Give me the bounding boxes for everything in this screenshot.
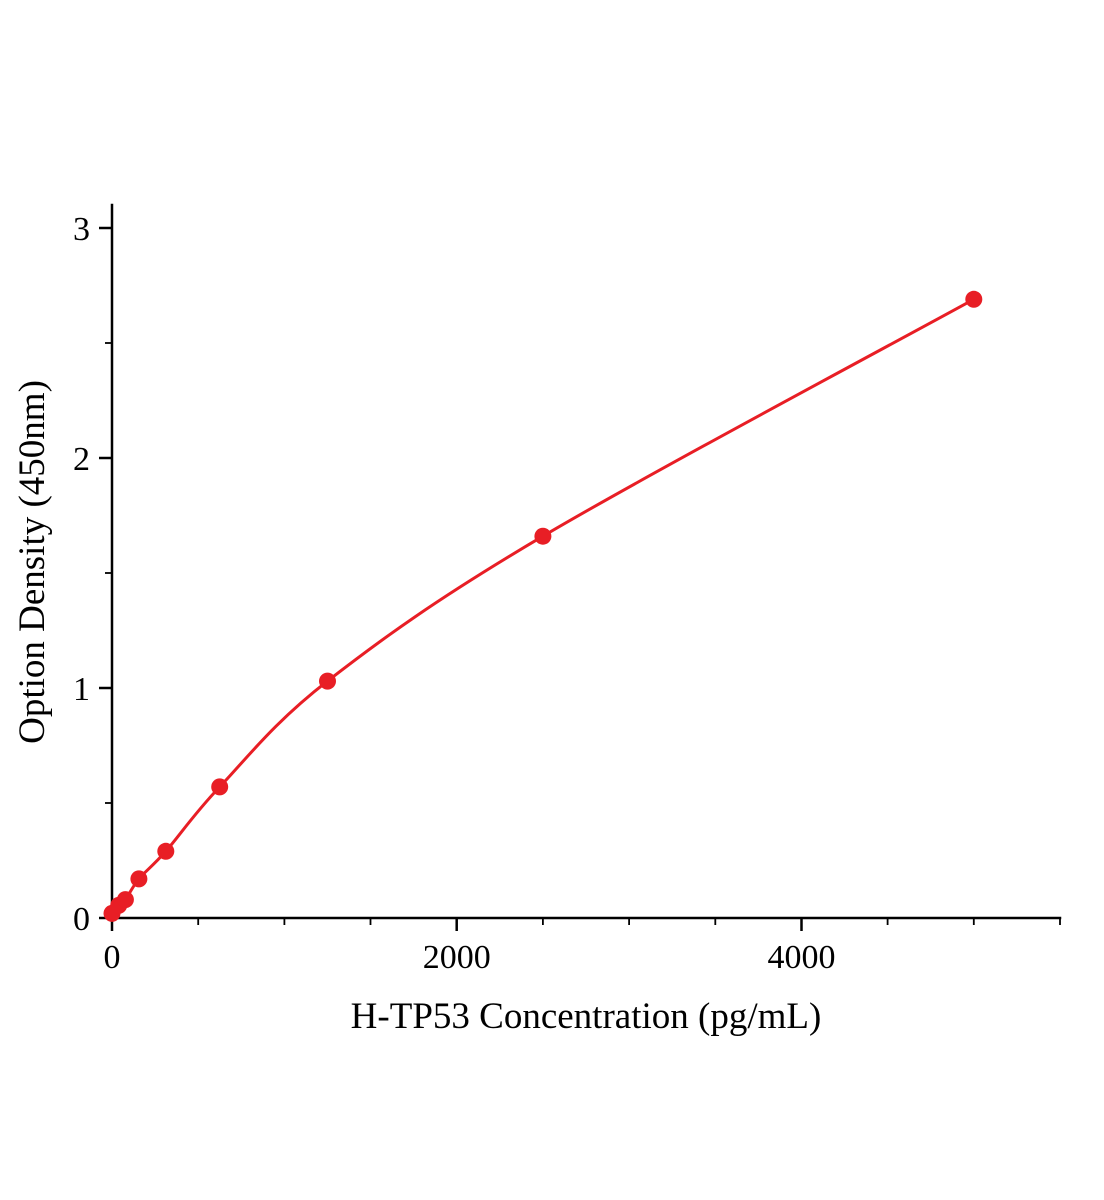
- y-tick-label: 1: [73, 671, 90, 708]
- x-tick-label: 2000: [423, 939, 491, 976]
- y-axis-title: Option Density (450nm): [12, 380, 53, 744]
- data-point-marker: [211, 778, 229, 796]
- data-point-marker: [534, 527, 552, 545]
- data-point-marker: [157, 842, 175, 860]
- y-tick-label: 0: [73, 901, 90, 938]
- y-tick-label: 2: [73, 441, 90, 478]
- standard-curve-line: [110, 297, 975, 915]
- data-point-marker: [319, 672, 336, 690]
- x-tick-label: 4000: [768, 939, 836, 976]
- y-tick-label: 3: [73, 211, 90, 248]
- data-point-marker: [965, 290, 983, 308]
- x-tick-label: 0: [104, 939, 121, 976]
- x-axis-title: H-TP53 Concentration (pg/mL): [351, 996, 822, 1037]
- data-point-marker: [116, 891, 134, 909]
- data-point-marker: [130, 870, 148, 888]
- plot-area: 0 2000 4000 0 1 2 3: [73, 203, 1062, 976]
